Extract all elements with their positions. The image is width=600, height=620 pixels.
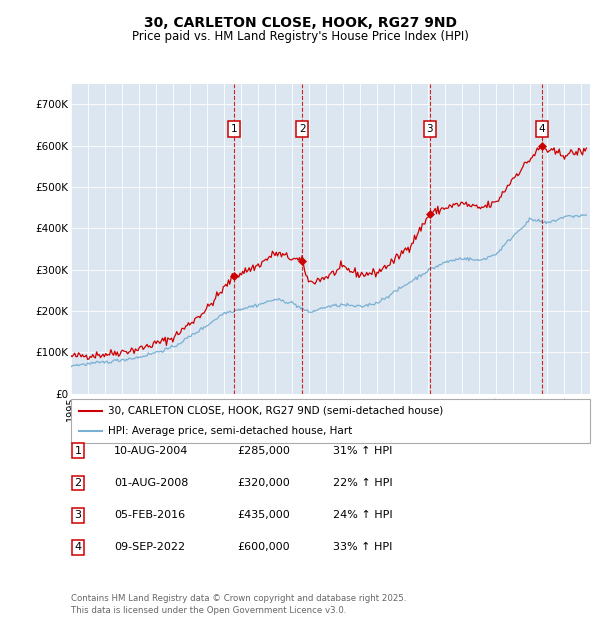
Text: 4: 4 xyxy=(539,123,545,134)
Text: 10-AUG-2004: 10-AUG-2004 xyxy=(114,446,188,456)
Text: HPI: Average price, semi-detached house, Hart: HPI: Average price, semi-detached house,… xyxy=(108,426,352,436)
Text: £435,000: £435,000 xyxy=(237,510,290,520)
Text: £285,000: £285,000 xyxy=(237,446,290,456)
Text: 4: 4 xyxy=(74,542,82,552)
Text: 2: 2 xyxy=(299,123,305,134)
Text: 1: 1 xyxy=(74,446,82,456)
Text: £600,000: £600,000 xyxy=(237,542,290,552)
Text: £320,000: £320,000 xyxy=(237,478,290,488)
Text: 30, CARLETON CLOSE, HOOK, RG27 9ND: 30, CARLETON CLOSE, HOOK, RG27 9ND xyxy=(143,16,457,30)
Text: Price paid vs. HM Land Registry's House Price Index (HPI): Price paid vs. HM Land Registry's House … xyxy=(131,30,469,43)
Text: 30, CARLETON CLOSE, HOOK, RG27 9ND (semi-detached house): 30, CARLETON CLOSE, HOOK, RG27 9ND (semi… xyxy=(108,405,443,416)
Text: 09-SEP-2022: 09-SEP-2022 xyxy=(114,542,185,552)
Text: 2: 2 xyxy=(74,478,82,488)
Text: 31% ↑ HPI: 31% ↑ HPI xyxy=(333,446,392,456)
Text: 3: 3 xyxy=(427,123,433,134)
Text: 22% ↑ HPI: 22% ↑ HPI xyxy=(333,478,392,488)
Text: 24% ↑ HPI: 24% ↑ HPI xyxy=(333,510,392,520)
Text: Contains HM Land Registry data © Crown copyright and database right 2025.
This d: Contains HM Land Registry data © Crown c… xyxy=(71,594,406,615)
Text: 1: 1 xyxy=(231,123,238,134)
FancyBboxPatch shape xyxy=(71,399,590,443)
Text: 05-FEB-2016: 05-FEB-2016 xyxy=(114,510,185,520)
Text: 01-AUG-2008: 01-AUG-2008 xyxy=(114,478,188,488)
Text: 33% ↑ HPI: 33% ↑ HPI xyxy=(333,542,392,552)
Text: 3: 3 xyxy=(74,510,82,520)
